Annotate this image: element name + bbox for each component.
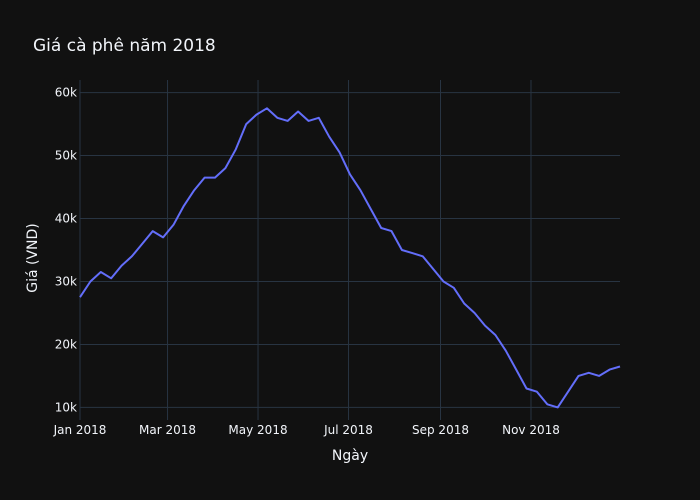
x-tick-label: Sep 2018 (412, 423, 469, 437)
y-tick-label: 20k (55, 337, 77, 351)
chart-title: Giá cà phê năm 2018 (33, 36, 216, 56)
x-tick-label: Mar 2018 (139, 423, 196, 437)
x-tick-label: Nov 2018 (502, 423, 560, 437)
x-axis-label: Ngày (332, 448, 368, 464)
tick-labels: 10k 20k 30k 40k 50k 60k Jan 2018 Mar 2018 May 20… (53, 86, 560, 437)
y-tick-label: 60k (55, 86, 77, 100)
x-tick-label: May 2018 (228, 423, 287, 437)
price-line (79, 107, 621, 409)
y-axis-label: Giá (VND) (25, 223, 41, 293)
y-tick-label: 40k (55, 212, 77, 226)
y-tick-label: 50k (55, 149, 77, 163)
y-tick-label: 10k (55, 400, 77, 414)
grid-lines (79, 80, 620, 420)
x-tick-label: Jul 2018 (323, 423, 373, 437)
y-tick-label: 30k (55, 274, 77, 288)
x-tick-label: Jan 2018 (53, 423, 107, 437)
